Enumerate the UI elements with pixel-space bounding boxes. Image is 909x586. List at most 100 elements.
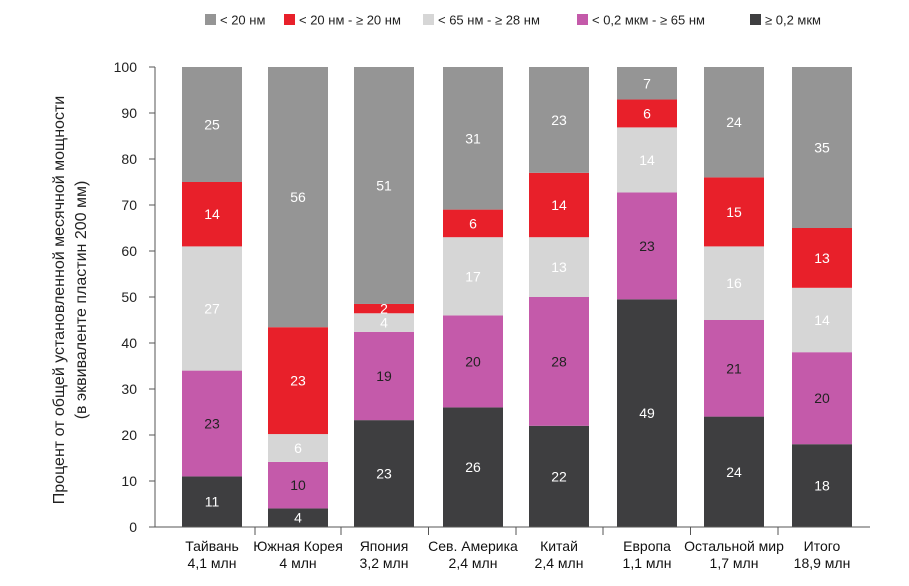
y-tick-label: 30 [121, 381, 137, 397]
category-label: Китай [540, 538, 578, 554]
bar-value-label: 27 [204, 301, 220, 317]
bar-value-label: 24 [726, 464, 742, 480]
bar-value-label: 6 [294, 440, 302, 456]
bar-value-label: 23 [551, 112, 567, 128]
legend-swatch [750, 14, 761, 25]
category-label: Япония [360, 538, 409, 554]
bar-value-label: 23 [290, 373, 306, 389]
bar-value-label: 7 [643, 75, 651, 91]
bar-value-label: 18 [814, 478, 830, 494]
bar-segment [182, 246, 242, 371]
bar-value-label: 14 [551, 197, 567, 213]
category-sublabel: 1,1 млн [623, 555, 672, 571]
y-axis-label-line1: Процент от общей установленной месячной … [51, 96, 68, 504]
bar-value-label: 6 [643, 105, 651, 121]
y-axis: 0 10 20 30 40 50 60 70 80 90 100 [114, 59, 156, 535]
bar-segment [617, 127, 677, 193]
category-sublabel: 1,7 млн [710, 555, 759, 571]
category-sublabel: 3,2 млн [360, 555, 409, 571]
bar-segment [704, 246, 764, 320]
bar-segment [354, 331, 414, 421]
bar-value-label: 2 [380, 301, 388, 317]
category-sublabel: 4 млн [279, 555, 316, 571]
bar-value-label: 23 [639, 238, 655, 254]
bar-segment [792, 228, 852, 288]
bar-segment [529, 67, 589, 173]
bar-segment [529, 297, 589, 426]
bar-value-label: 21 [726, 360, 742, 376]
bar-segment [268, 461, 328, 509]
bar-segment [443, 315, 503, 408]
y-axis-label-line2: (в эквиваленте пластин 200 мм) [73, 181, 90, 420]
bar-segment [354, 67, 414, 304]
category-label: Итого [804, 538, 841, 554]
bar-segment [792, 444, 852, 527]
bar-segment [182, 476, 242, 527]
category-sublabel: 2,4 млн [449, 555, 498, 571]
bar-value-label: 25 [204, 117, 220, 133]
bar-value-label: 20 [465, 353, 481, 369]
bar-value-label: 14 [639, 152, 655, 168]
bar-value-label: 4 [294, 510, 302, 526]
y-tick-label: 70 [121, 197, 137, 213]
bar-segment [268, 434, 328, 462]
y-tick-label: 80 [121, 151, 137, 167]
category-label: Остальной мир [684, 538, 784, 554]
bar-segment [182, 370, 242, 477]
bar-segment [792, 67, 852, 228]
bar-segment [443, 209, 503, 238]
bar-segment [704, 320, 764, 417]
bar-segment [268, 508, 328, 527]
legend: < 20 нм < 20 нм - ≥ 20 нм < 65 нм - ≥ 28 н… [205, 13, 821, 28]
bar-value-label: 23 [204, 416, 220, 432]
bar-segment [617, 192, 677, 300]
legend-label: < 65 нм - ≥ 28 нм [438, 13, 540, 28]
bar-value-label: 19 [376, 368, 392, 384]
bar-segment [704, 67, 764, 178]
legend-label: < 20 нм [220, 13, 265, 28]
bar-segment [704, 177, 764, 247]
bar-segment [704, 416, 764, 527]
bar-value-label: 11 [205, 494, 220, 510]
bar-segment [354, 313, 414, 332]
bar-segment [617, 67, 677, 100]
bar-value-label: 14 [204, 206, 220, 222]
bar-value-label: 20 [814, 390, 830, 406]
bar-value-label: 24 [726, 114, 742, 130]
y-tick-label: 50 [121, 289, 137, 305]
category-sublabel: 18,9 млн [794, 555, 851, 571]
bar-segment [792, 352, 852, 445]
bar-value-label: 6 [469, 215, 477, 231]
category-sublabel: 4,1 млн [188, 555, 237, 571]
bar-segment [617, 299, 677, 527]
bar-value-label: 16 [726, 275, 742, 291]
bar-segment [182, 67, 242, 182]
y-tick-label: 100 [114, 59, 138, 75]
legend-swatch [577, 14, 588, 25]
category-label: Сев. Америка [428, 538, 518, 554]
bar-segment [529, 172, 589, 238]
bar-value-label: 28 [551, 353, 567, 369]
legend-label: ≥ 0,2 мкм [765, 13, 821, 28]
category-sublabel: 2,4 млн [535, 555, 584, 571]
bar-value-label: 26 [465, 459, 481, 475]
bar-value-label: 23 [376, 466, 392, 482]
bar-value-label: 22 [551, 468, 567, 484]
y-tick-label: 60 [121, 243, 137, 259]
category-label: Южная Корея [253, 538, 343, 554]
bar-segment [354, 420, 414, 527]
bar-value-label: 51 [376, 177, 392, 193]
bar-segment [529, 237, 589, 297]
y-tick-label: 20 [121, 427, 137, 443]
bar-value-label: 15 [726, 204, 742, 220]
bar-value-label: 10 [290, 477, 306, 493]
y-tick-label: 40 [121, 335, 137, 351]
y-tick-label: 90 [121, 105, 137, 121]
y-tick-label: 0 [129, 519, 137, 535]
legend-label: < 20 нм - ≥ 20 нм [299, 13, 401, 28]
legend-label: < 0,2 мкм - ≥ 65 нм [592, 13, 705, 28]
bar-segment [354, 303, 414, 314]
bar-value-label: 49 [639, 405, 655, 421]
bar-segment [268, 327, 328, 435]
